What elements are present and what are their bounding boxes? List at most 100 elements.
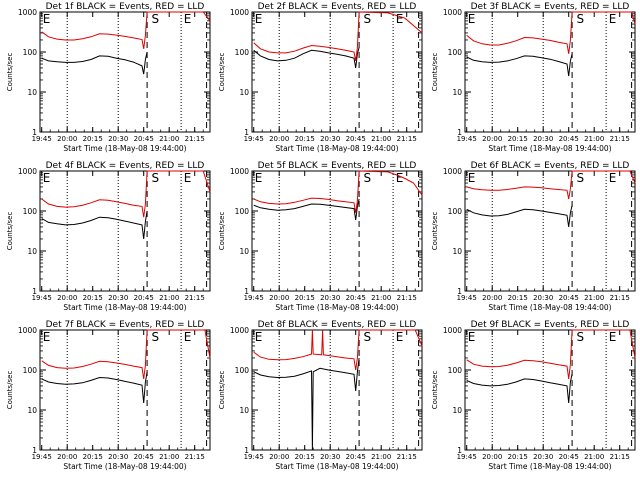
x-tick-label: 20:15 [83, 294, 103, 302]
x-tick-label: 20:15 [295, 135, 315, 143]
marker-letter: E [468, 330, 476, 344]
marker-letter: S [364, 171, 372, 185]
panel-title: Det 3f BLACK = Events, RED = LLD [471, 2, 630, 12]
y-axis-label: Counts/sec [218, 212, 226, 251]
x-tick-label: 20:15 [83, 135, 103, 143]
x-tick-label: 20:30 [320, 294, 340, 302]
panel-title: Det 1f BLACK = Events, RED = LLD [46, 2, 205, 12]
x-tick-label: 19:45 [457, 294, 477, 302]
series-line-lld [466, 329, 636, 379]
marker-letter: S [364, 330, 372, 344]
plot-frame [251, 170, 423, 292]
plot-frame [39, 329, 211, 451]
marker-letter: E [43, 171, 51, 185]
x-tick-label: 21:00 [371, 135, 391, 143]
y-axis-label: Counts/sec [6, 371, 14, 410]
x-tick-label: 20:00 [482, 135, 502, 143]
marker-letter: E [468, 12, 476, 26]
panel-det-8: Det 8f BLACK = Events, RED = LLD Counts/s… [218, 320, 423, 471]
y-tick-label: 1 [457, 446, 462, 455]
x-tick-label: 20:45 [346, 294, 366, 302]
series-line-events [253, 47, 360, 68]
series-line-events [41, 371, 148, 404]
y-tick-label: 100 [23, 48, 38, 57]
panel-det-2: Det 2f BLACK = Events, RED = LLD Counts/s… [218, 2, 423, 153]
x-tick-label: 19:45 [457, 135, 477, 143]
panel-det-1: Det 1f BLACK = Events, RED = LLD Counts/s… [6, 2, 211, 153]
plot-frame [464, 329, 636, 451]
marker-letter: S [577, 330, 585, 344]
x-tick-label: 20:30 [533, 453, 553, 461]
marker-letter: E [396, 330, 404, 344]
marker-letter: E [609, 171, 617, 185]
x-axis-label: Start Time (18-May-08 19:44:00) [63, 144, 186, 153]
y-tick-label: 1000 [18, 8, 37, 17]
marker-letter: S [364, 12, 372, 26]
y-tick-label: 1000 [230, 326, 249, 335]
series-line-events [466, 373, 573, 404]
x-tick-label: 19:45 [32, 294, 52, 302]
marker-letter: E [396, 171, 404, 185]
panel-det-9: Det 9f BLACK = Events, RED = LLD Counts/s… [431, 320, 636, 471]
marker-letter: E [609, 330, 617, 344]
y-tick-label: 10 [27, 406, 37, 415]
panel-det-4: Det 4f BLACK = Events, RED = LLD Counts/s… [6, 161, 211, 312]
x-tick-label: 21:00 [159, 294, 179, 302]
marker-letter: E [43, 330, 51, 344]
x-tick-label: 20:45 [559, 453, 579, 461]
series-line-lld [253, 329, 423, 371]
x-tick-label: 19:45 [32, 453, 52, 461]
marker-letter: E [255, 12, 263, 26]
marker-letter: E [609, 12, 617, 26]
series-line-lld [41, 329, 211, 379]
series-line-lld [41, 170, 211, 218]
x-tick-label: 19:45 [244, 135, 264, 143]
y-tick-label: 10 [452, 247, 462, 256]
series-line-events [41, 210, 148, 240]
panel-title: Det 5f BLACK = Events, RED = LLD [258, 161, 417, 171]
x-tick-label: 20:15 [295, 294, 315, 302]
x-tick-label: 20:45 [346, 453, 366, 461]
y-tick-label: 10 [27, 247, 37, 256]
x-tick-label: 20:15 [508, 294, 528, 302]
marker-letter: S [152, 330, 160, 344]
x-tick-label: 20:30 [108, 453, 128, 461]
x-tick-label: 20:15 [295, 453, 315, 461]
x-tick-label: 21:15 [610, 294, 630, 302]
x-tick-label: 21:00 [584, 135, 604, 143]
x-tick-label: 19:45 [244, 453, 264, 461]
x-tick-label: 19:45 [457, 453, 477, 461]
x-tick-label: 20:45 [134, 135, 154, 143]
series-line-lld [466, 11, 636, 54]
x-axis-label: Start Time (18-May-08 19:44:00) [488, 303, 611, 312]
marker-letter: S [152, 171, 160, 185]
x-tick-label: 20:45 [134, 294, 154, 302]
x-tick-label: 21:15 [397, 453, 417, 461]
panel-title: Det 8f BLACK = Events, RED = LLD [258, 320, 417, 330]
x-axis-label: Start Time (18-May-08 19:44:00) [488, 462, 611, 471]
x-tick-label: 20:30 [320, 135, 340, 143]
x-tick-label: 21:15 [397, 294, 417, 302]
x-tick-label: 21:00 [159, 453, 179, 461]
x-tick-label: 21:15 [185, 135, 205, 143]
y-tick-label: 1 [457, 128, 462, 137]
x-tick-label: 20:00 [482, 294, 502, 302]
plot-frame [39, 11, 211, 133]
x-tick-label: 20:30 [108, 294, 128, 302]
x-axis-label: Start Time (18-May-08 19:44:00) [275, 462, 398, 471]
y-tick-label: 1000 [443, 326, 462, 335]
panel-title: Det 9f BLACK = Events, RED = LLD [471, 320, 630, 330]
panel-title: Det 6f BLACK = Events, RED = LLD [471, 161, 630, 171]
plot-frame [464, 11, 636, 133]
series-line-lld [466, 170, 636, 200]
series-line-events [466, 53, 573, 77]
y-tick-label: 1 [32, 446, 37, 455]
x-tick-label: 20:45 [134, 453, 154, 461]
x-tick-label: 20:00 [269, 453, 289, 461]
y-tick-label: 1 [32, 128, 37, 137]
panel-det-6: Det 6f BLACK = Events, RED = LLD Counts/s… [431, 161, 636, 312]
y-tick-label: 1 [244, 446, 249, 455]
y-tick-label: 100 [235, 366, 250, 375]
y-tick-label: 100 [235, 207, 250, 216]
marker-letter: S [577, 12, 585, 26]
